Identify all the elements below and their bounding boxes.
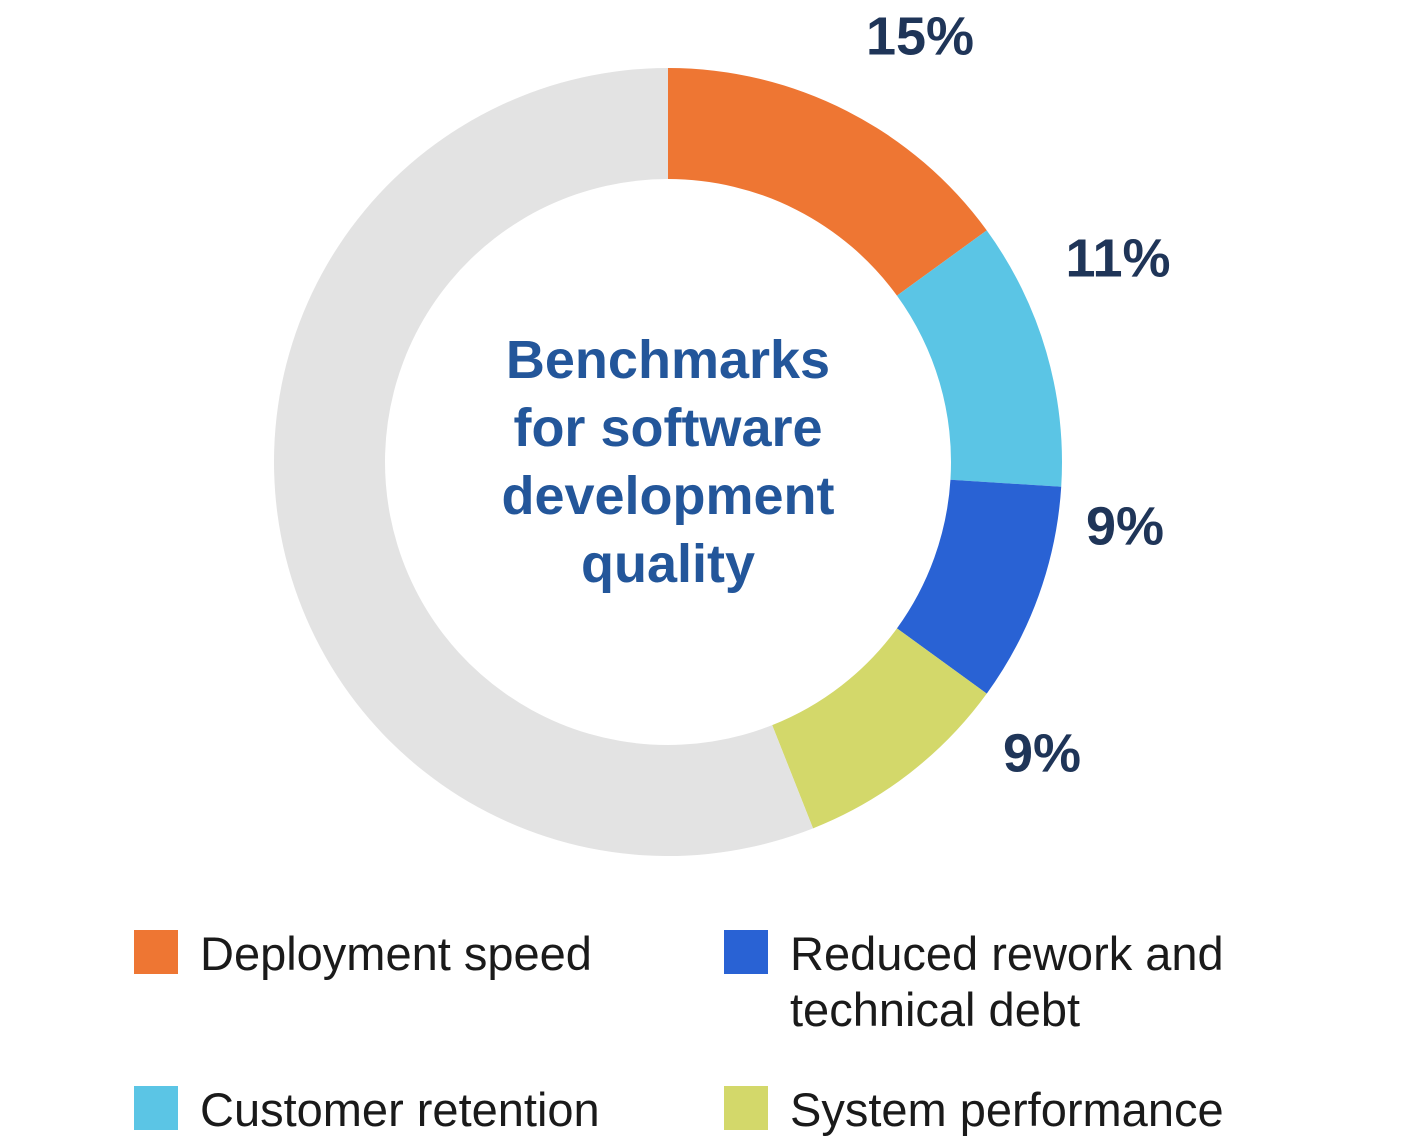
legend-item-reduced-rework: Reduced rework and technical debt	[724, 926, 1224, 1038]
value-label-system-performance: 9%	[1003, 723, 1081, 783]
legend-swatch-reduced-rework	[724, 930, 768, 974]
slice-customer-retention	[896, 230, 1062, 487]
legend-item-system-performance: System performance	[724, 1082, 1224, 1138]
value-label-reduced-rework-and-technical-debt: 9%	[1086, 496, 1164, 556]
donut-chart: 15% 11% 9% 9%	[273, 6, 1171, 856]
value-labels: 15% 11% 9% 9%	[866, 6, 1171, 783]
chart-center-title: Benchmarks for software development qual…	[468, 326, 868, 598]
center-title-line-2: for software	[513, 398, 823, 458]
legend-label-system-performance: System performance	[790, 1083, 1224, 1136]
donut-slices	[273, 68, 1062, 856]
legend-label-reduced-rework: Reduced rework and technical debt	[790, 927, 1224, 1036]
legend-swatch-system-performance	[724, 1086, 768, 1130]
legend-label-customer-retention: Customer retention	[200, 1083, 600, 1136]
slice-deployment-speed	[668, 68, 987, 296]
slice-system-performance	[772, 628, 987, 829]
center-title-line-3: development	[501, 466, 835, 526]
value-label-customer-retention: 11%	[1065, 228, 1170, 288]
center-title-line-4: quality	[580, 534, 756, 594]
legend-label-deployment-speed: Deployment speed	[200, 927, 592, 980]
slice-reduced-rework-and-technical-debt	[896, 479, 1062, 694]
legend-swatch-deployment-speed	[134, 930, 178, 974]
legend-swatch-customer-retention	[134, 1086, 178, 1130]
center-title-line-1: Benchmarks	[505, 330, 831, 390]
slice-remainder	[273, 68, 814, 856]
value-label-deployment-speed: 15%	[866, 6, 974, 66]
legend-item-customer-retention: Customer retention	[134, 1082, 600, 1138]
legend-item-deployment-speed: Deployment speed	[134, 926, 592, 982]
